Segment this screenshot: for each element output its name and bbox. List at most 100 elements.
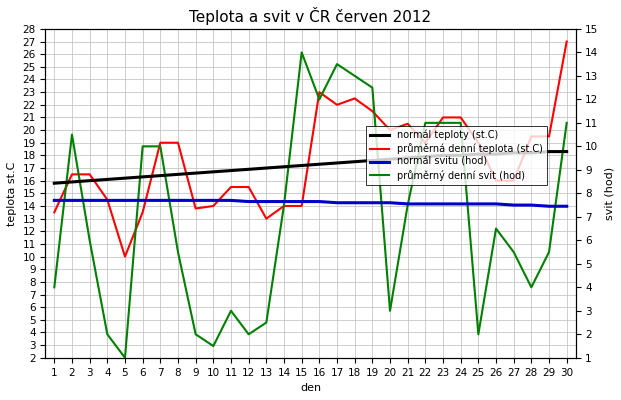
průměrný denní svit (hod) xyxy=(351,74,358,78)
průměrný denní svit (hod) xyxy=(422,120,429,125)
normál teploty (st.C) xyxy=(545,149,553,154)
Y-axis label: svit (hod): svit (hod) xyxy=(604,167,614,220)
normál teploty (st.C) xyxy=(210,170,217,174)
průměrná denní teplota (st.C) xyxy=(68,172,76,177)
průměrná denní teplota (st.C) xyxy=(528,134,535,139)
průměrný denní svit (hod) xyxy=(439,120,446,125)
průměrná denní teplota (st.C) xyxy=(404,121,411,126)
normál teploty (st.C) xyxy=(422,154,429,159)
průměrný denní svit (hod) xyxy=(298,50,306,55)
průměrný denní svit (hod) xyxy=(457,120,465,125)
průměrná denní teplota (st.C) xyxy=(50,210,58,215)
Line: průměrná denní teplota (st.C): průměrná denní teplota (st.C) xyxy=(54,42,567,256)
Title: Teplota a svit v ČR červen 2012: Teplota a svit v ČR červen 2012 xyxy=(189,7,432,25)
průměrný denní svit (hod) xyxy=(386,308,394,313)
průměrný denní svit (hod) xyxy=(175,250,182,254)
normál svitu (hod) xyxy=(510,203,517,208)
normál teploty (st.C) xyxy=(474,152,482,156)
normál teploty (st.C) xyxy=(68,180,76,184)
normál teploty (st.C) xyxy=(404,156,411,160)
normál svitu (hod) xyxy=(563,204,571,209)
normál svitu (hod) xyxy=(404,202,411,206)
průměrný denní svit (hod) xyxy=(492,226,500,231)
normál svitu (hod) xyxy=(104,198,111,203)
průměrný denní svit (hod) xyxy=(104,332,111,337)
normál svitu (hod) xyxy=(86,198,93,203)
průměrný denní svit (hod) xyxy=(563,120,571,125)
normál teploty (st.C) xyxy=(139,174,147,179)
průměrný denní svit (hod) xyxy=(510,250,517,254)
průměrná denní teplota (st.C) xyxy=(457,115,465,120)
normál teploty (st.C) xyxy=(245,167,252,172)
normál svitu (hod) xyxy=(280,199,288,204)
normál svitu (hod) xyxy=(369,200,376,205)
průměrný denní svit (hod) xyxy=(528,285,535,290)
normál svitu (hod) xyxy=(68,198,76,203)
normál svitu (hod) xyxy=(492,202,500,206)
průměrná denní teplota (st.C) xyxy=(351,96,358,101)
normál teploty (st.C) xyxy=(386,157,394,162)
normál svitu (hod) xyxy=(210,198,217,203)
normál teploty (st.C) xyxy=(280,164,288,169)
průměrný denní svit (hod) xyxy=(192,332,199,337)
průměrný denní svit (hod) xyxy=(333,62,341,66)
průměrná denní teplota (st.C) xyxy=(104,197,111,202)
průměrný denní svit (hod) xyxy=(280,203,288,208)
průměrná denní teplota (st.C) xyxy=(175,140,182,145)
průměrná denní teplota (st.C) xyxy=(369,109,376,114)
průměrná denní teplota (st.C) xyxy=(386,128,394,132)
průměrná denní teplota (st.C) xyxy=(227,185,235,190)
průměrná denní teplota (st.C) xyxy=(156,140,164,145)
normál svitu (hod) xyxy=(227,198,235,203)
normál teploty (st.C) xyxy=(298,163,306,168)
průměrná denní teplota (st.C) xyxy=(192,206,199,211)
průměrná denní teplota (st.C) xyxy=(333,102,341,107)
Y-axis label: teplota st.C: teplota st.C xyxy=(7,161,17,226)
normál teploty (st.C) xyxy=(192,171,199,176)
průměrná denní teplota (st.C) xyxy=(210,204,217,208)
průměrný denní svit (hod) xyxy=(474,332,482,337)
Legend: normál teploty (st.C), průměrná denní teplota (st.C), normál svitu (hod), průměr: normál teploty (st.C), průměrná denní te… xyxy=(366,126,546,185)
průměrný denní svit (hod) xyxy=(86,238,93,243)
průměrná denní teplota (st.C) xyxy=(245,185,252,190)
normál teploty (st.C) xyxy=(457,153,465,158)
X-axis label: den: den xyxy=(300,383,321,393)
normál svitu (hod) xyxy=(528,203,535,208)
normál svitu (hod) xyxy=(50,198,58,203)
průměrný denní svit (hod) xyxy=(227,308,235,313)
normál svitu (hod) xyxy=(457,202,465,206)
normál svitu (hod) xyxy=(351,200,358,205)
průměrný denní svit (hod) xyxy=(50,285,58,290)
normál teploty (st.C) xyxy=(351,159,358,164)
normál svitu (hod) xyxy=(439,202,446,206)
průměrná denní teplota (st.C) xyxy=(545,134,553,139)
normál teploty (st.C) xyxy=(175,172,182,177)
normál svitu (hod) xyxy=(121,198,129,203)
průměrný denní svit (hod) xyxy=(369,85,376,90)
normál teploty (st.C) xyxy=(333,160,341,165)
průměrná denní teplota (st.C) xyxy=(86,172,93,177)
normál teploty (st.C) xyxy=(492,152,500,156)
průměrná denní teplota (st.C) xyxy=(474,140,482,145)
normál svitu (hod) xyxy=(156,198,164,203)
průměrný denní svit (hod) xyxy=(139,144,147,149)
normál teploty (st.C) xyxy=(156,173,164,178)
normál teploty (st.C) xyxy=(50,181,58,186)
průměrný denní svit (hod) xyxy=(263,320,270,325)
průměrný denní svit (hod) xyxy=(404,203,411,208)
normál svitu (hod) xyxy=(175,198,182,203)
průměrná denní teplota (st.C) xyxy=(298,204,306,208)
normál svitu (hod) xyxy=(245,199,252,204)
normál teploty (st.C) xyxy=(227,168,235,173)
normál svitu (hod) xyxy=(386,200,394,205)
průměrná denní teplota (st.C) xyxy=(121,254,129,259)
normál svitu (hod) xyxy=(474,202,482,206)
Line: normál teploty (st.C): normál teploty (st.C) xyxy=(54,152,567,183)
normál teploty (st.C) xyxy=(369,158,376,163)
průměrná denní teplota (st.C) xyxy=(263,216,270,221)
normál svitu (hod) xyxy=(315,199,323,204)
normál teploty (st.C) xyxy=(439,153,446,158)
průměrný denní svit (hod) xyxy=(315,97,323,102)
normál svitu (hod) xyxy=(298,199,306,204)
normál teploty (st.C) xyxy=(315,162,323,167)
